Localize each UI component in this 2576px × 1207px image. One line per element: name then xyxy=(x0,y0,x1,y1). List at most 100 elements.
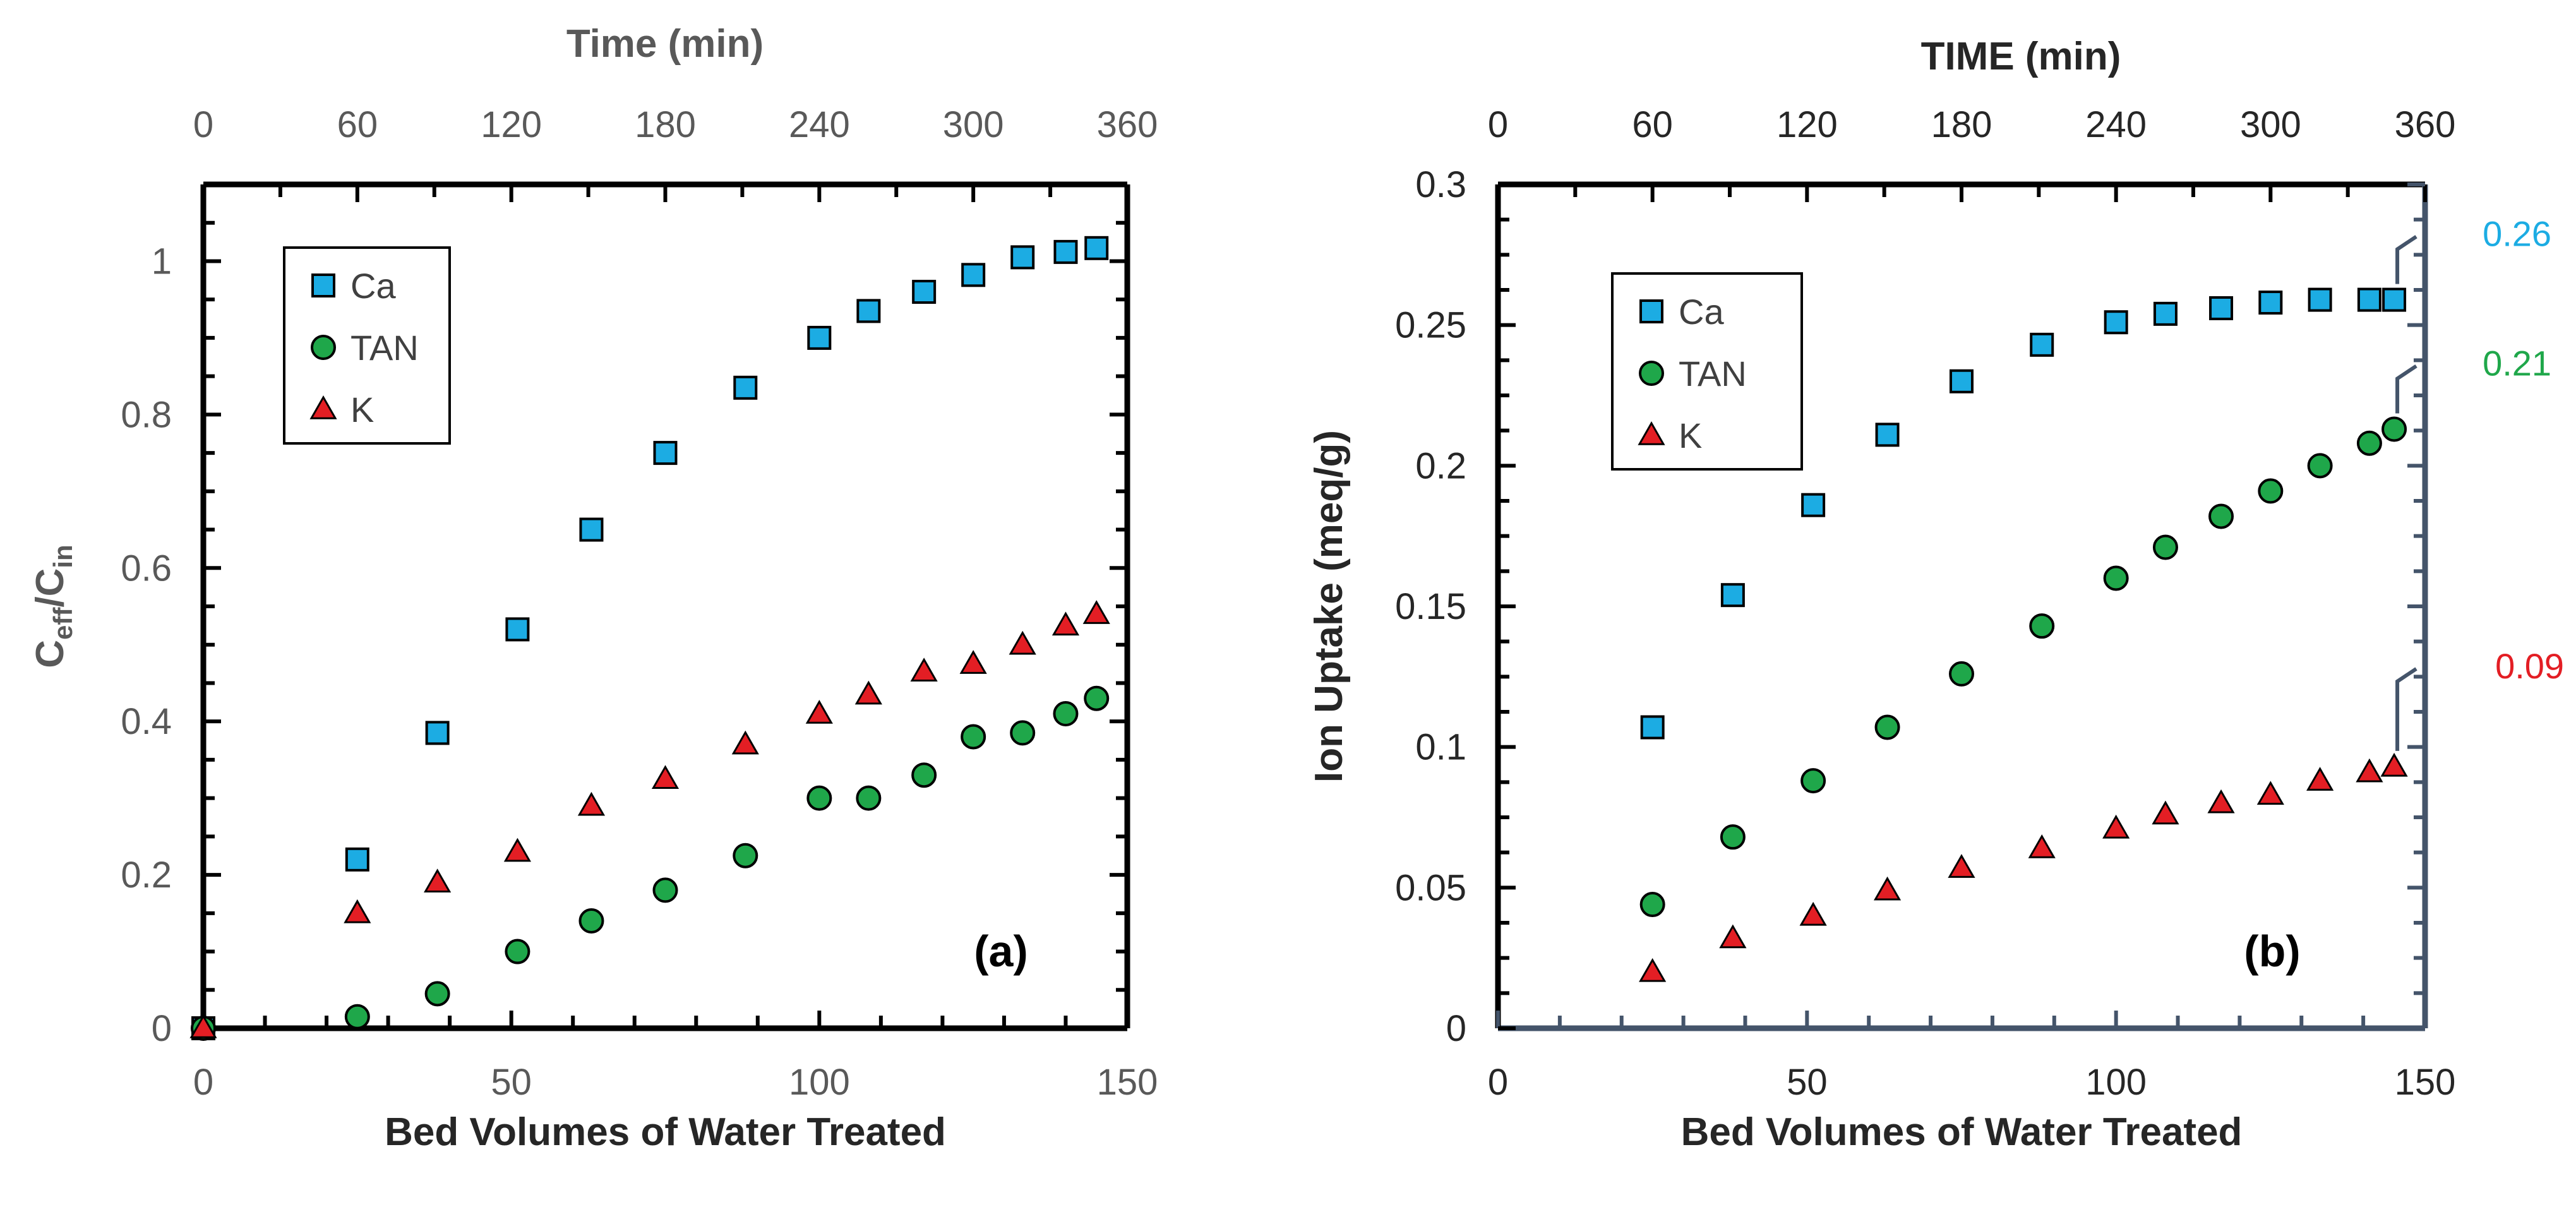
legend-marker-k xyxy=(1638,421,1665,445)
point-ca xyxy=(2258,291,2283,315)
top-tick-label: 180 xyxy=(635,104,696,145)
panel-label: (a) xyxy=(974,927,1028,976)
x-tick-label: 50 xyxy=(1787,1062,1828,1103)
top-tick-label: 0 xyxy=(193,104,213,145)
point-ca xyxy=(2308,287,2332,312)
x-tick-label: 0 xyxy=(1488,1062,1508,1103)
point-ca xyxy=(425,721,450,745)
legend-label: Ca xyxy=(350,266,396,306)
point-k xyxy=(2256,781,2284,805)
point-k xyxy=(854,680,882,705)
top-tick-label: 60 xyxy=(337,104,378,145)
legend-marker-ca xyxy=(1639,299,1663,323)
callout-label: 0.21 xyxy=(2483,343,2551,383)
point-tan xyxy=(1053,701,1079,727)
legend-label: Ca xyxy=(1679,292,1724,332)
point-tan xyxy=(2356,430,2382,456)
point-k xyxy=(189,1014,217,1038)
point-k xyxy=(1948,854,1975,878)
point-ca xyxy=(1720,583,1745,608)
y-tick-label: 0 xyxy=(1446,1008,1466,1049)
top-tick-label: 240 xyxy=(2085,104,2147,145)
x-tick-label: 100 xyxy=(2085,1062,2147,1103)
point-ca xyxy=(912,280,937,304)
legend-label: TAN xyxy=(1679,354,1747,393)
point-tan xyxy=(961,724,986,750)
point-k xyxy=(344,899,371,923)
y-axis-title: Ceff/Cin xyxy=(28,544,78,668)
top-axis-title: Time (min) xyxy=(566,22,764,66)
top-tick-label: 180 xyxy=(1931,104,1992,145)
point-k xyxy=(2028,834,2056,858)
point-tan xyxy=(2381,416,2407,442)
point-k xyxy=(805,700,833,724)
point-tan xyxy=(2103,565,2129,591)
top-tick-label: 0 xyxy=(1488,104,1508,145)
point-tan xyxy=(2152,534,2178,560)
y-tick-label: 0.6 xyxy=(121,548,172,589)
legend-marker-k xyxy=(309,395,337,419)
top-tick-label: 240 xyxy=(789,104,850,145)
point-k xyxy=(2207,789,2235,814)
point-ca xyxy=(1801,493,1826,517)
point-ca xyxy=(1084,236,1109,260)
y-tick-label: 1 xyxy=(152,241,172,282)
point-tan xyxy=(733,843,758,868)
point-ca xyxy=(1053,239,1078,264)
y-tick-label: 0 xyxy=(152,1008,172,1049)
series-k xyxy=(189,600,1110,1038)
callout-leader xyxy=(2395,364,2417,414)
top-axis-title: TIME (min) xyxy=(1921,35,2121,78)
point-k xyxy=(1082,600,1110,624)
point-ca xyxy=(1950,369,1974,393)
panel-b: 0 50 100 150 0 60 120 180 240 300 360 TIME (min) 0 0.… xyxy=(1307,35,2564,1154)
point-ca xyxy=(733,375,758,400)
legend-marker-ca xyxy=(311,273,335,297)
point-k xyxy=(1639,958,1667,982)
point-k xyxy=(2102,814,2130,839)
top-tick-label: 360 xyxy=(1097,104,1158,145)
series-ca xyxy=(1640,287,2407,740)
x-tick-label: 150 xyxy=(2395,1062,2456,1103)
point-tan xyxy=(344,1004,370,1030)
y-axis-title: Ion Uptake (meq/g) xyxy=(1307,430,1351,783)
point-tan xyxy=(1720,824,1746,850)
point-ca xyxy=(505,617,530,642)
point-tan xyxy=(424,981,450,1007)
legend: Ca TAN K xyxy=(283,246,451,445)
callout-leader xyxy=(2395,667,2417,751)
point-k xyxy=(2306,767,2334,791)
top-tick-label: 360 xyxy=(2395,104,2456,145)
point-tan xyxy=(1010,720,1036,746)
x-tick-label: 150 xyxy=(1097,1062,1158,1103)
y-tick-label: 0.15 xyxy=(1395,586,1466,627)
point-tan xyxy=(1874,714,1900,740)
point-ca xyxy=(2382,287,2407,312)
x-tick-label: 0 xyxy=(193,1062,213,1103)
point-ca xyxy=(2209,296,2234,320)
x-tick-label: 100 xyxy=(789,1062,850,1103)
point-tan xyxy=(806,785,832,811)
point-ca xyxy=(807,325,832,350)
point-tan xyxy=(2258,478,2284,504)
point-ca xyxy=(1875,423,1900,447)
panel-label: (b) xyxy=(2244,927,2300,976)
x-tick-label: 50 xyxy=(491,1062,532,1103)
point-k xyxy=(424,868,452,892)
point-k xyxy=(1719,924,1747,949)
x-axis-title: Bed Volumes of Water Treated xyxy=(1681,1110,2243,1154)
callout-k: 0.09 xyxy=(2395,646,2564,751)
y-tick-label: 0.3 xyxy=(1415,164,1466,205)
callout-label: 0.26 xyxy=(2483,214,2551,254)
point-tan xyxy=(652,877,678,903)
y-tick-label: 0.4 xyxy=(121,701,172,742)
series-tan xyxy=(1639,416,2407,918)
legend-marker-tan xyxy=(1639,361,1664,386)
point-tan xyxy=(1949,661,1974,687)
y-tick-label: 0.1 xyxy=(1415,727,1466,768)
point-ca xyxy=(579,517,604,542)
top-tick-label: 60 xyxy=(1632,104,1673,145)
point-ca xyxy=(2357,287,2381,312)
point-k xyxy=(651,765,680,790)
